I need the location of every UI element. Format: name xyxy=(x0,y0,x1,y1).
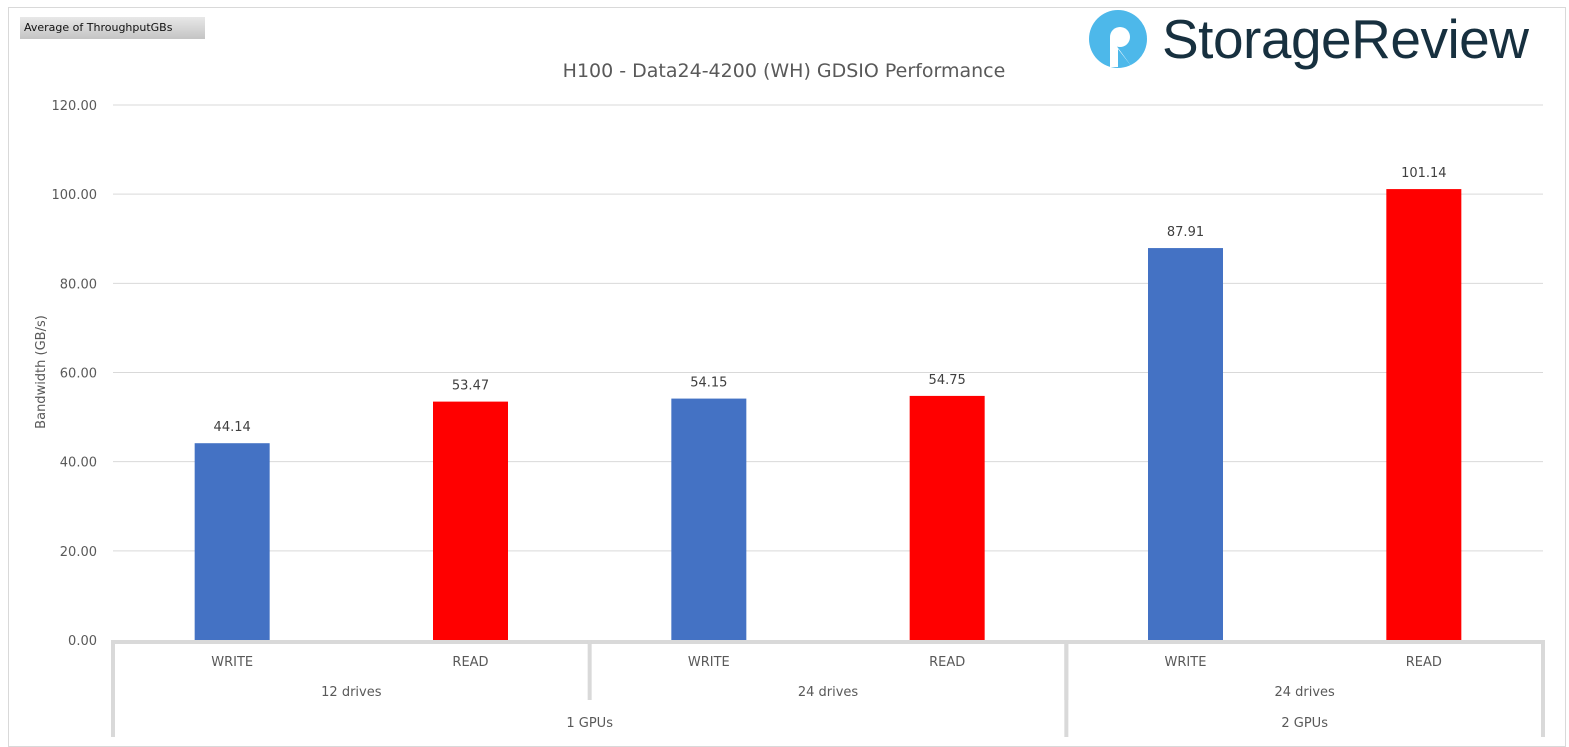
y-tick-label: 20.00 xyxy=(60,545,97,560)
logo-text: StorageReview xyxy=(1162,8,1529,70)
x-category-label: READ xyxy=(929,655,965,670)
y-tick-label: 40.00 xyxy=(60,456,97,471)
drive-group-label: 24 drives xyxy=(798,685,859,700)
field-button[interactable]: Average of ThroughputGBs xyxy=(20,17,205,39)
y-tick-label: 120.00 xyxy=(52,99,98,114)
logo-icon xyxy=(1089,10,1147,68)
data-label: 54.75 xyxy=(929,373,966,388)
y-axis-label: Bandwidth (GB/s) xyxy=(34,315,49,429)
drive-group-label: 12 drives xyxy=(321,685,382,700)
y-tick-label: 0.00 xyxy=(68,634,97,649)
y-tick-label: 100.00 xyxy=(52,188,98,203)
x-category-label: READ xyxy=(1406,655,1442,670)
gpu-group-label: 1 GPUs xyxy=(566,716,613,731)
bar-read xyxy=(1386,189,1462,640)
bar-write xyxy=(671,398,747,640)
drive-group-label: 24 drives xyxy=(1274,685,1335,700)
x-category-label: WRITE xyxy=(1165,655,1207,670)
x-category-label: WRITE xyxy=(211,655,253,670)
bar-write xyxy=(1148,248,1223,640)
data-label: 101.14 xyxy=(1401,166,1447,181)
storagereview-logo: StorageReview xyxy=(1088,7,1529,71)
gpu-group-label: 2 GPUs xyxy=(1281,716,1328,731)
data-label: 53.47 xyxy=(452,379,489,394)
chart-title: H100 - Data24-4200 (WH) GDSIO Performanc… xyxy=(563,60,1006,82)
x-category-label: WRITE xyxy=(688,655,730,670)
data-label: 44.14 xyxy=(214,420,251,435)
bar-write xyxy=(194,443,270,640)
data-label: 87.91 xyxy=(1167,225,1204,240)
y-tick-label: 60.00 xyxy=(60,367,97,382)
bar-read xyxy=(433,401,508,640)
bar-read xyxy=(909,395,985,640)
y-tick-label: 80.00 xyxy=(60,277,97,292)
x-category-label: READ xyxy=(452,655,488,670)
data-label: 54.15 xyxy=(690,376,727,391)
